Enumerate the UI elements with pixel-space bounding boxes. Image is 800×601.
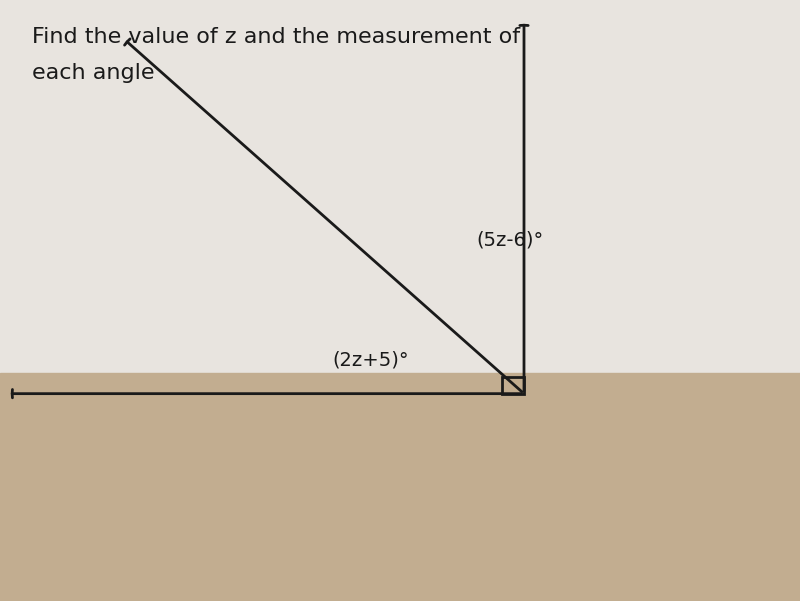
Text: each angle: each angle: [32, 63, 154, 83]
Bar: [0, 0, 800, 373]
Text: (2z+5)°: (2z+5)°: [332, 350, 409, 370]
Text: (5z-6)°: (5z-6)°: [476, 231, 543, 250]
Bar: [0, 373, 800, 601]
Text: Find the value of z and the measurement of: Find the value of z and the measurement …: [32, 27, 520, 47]
